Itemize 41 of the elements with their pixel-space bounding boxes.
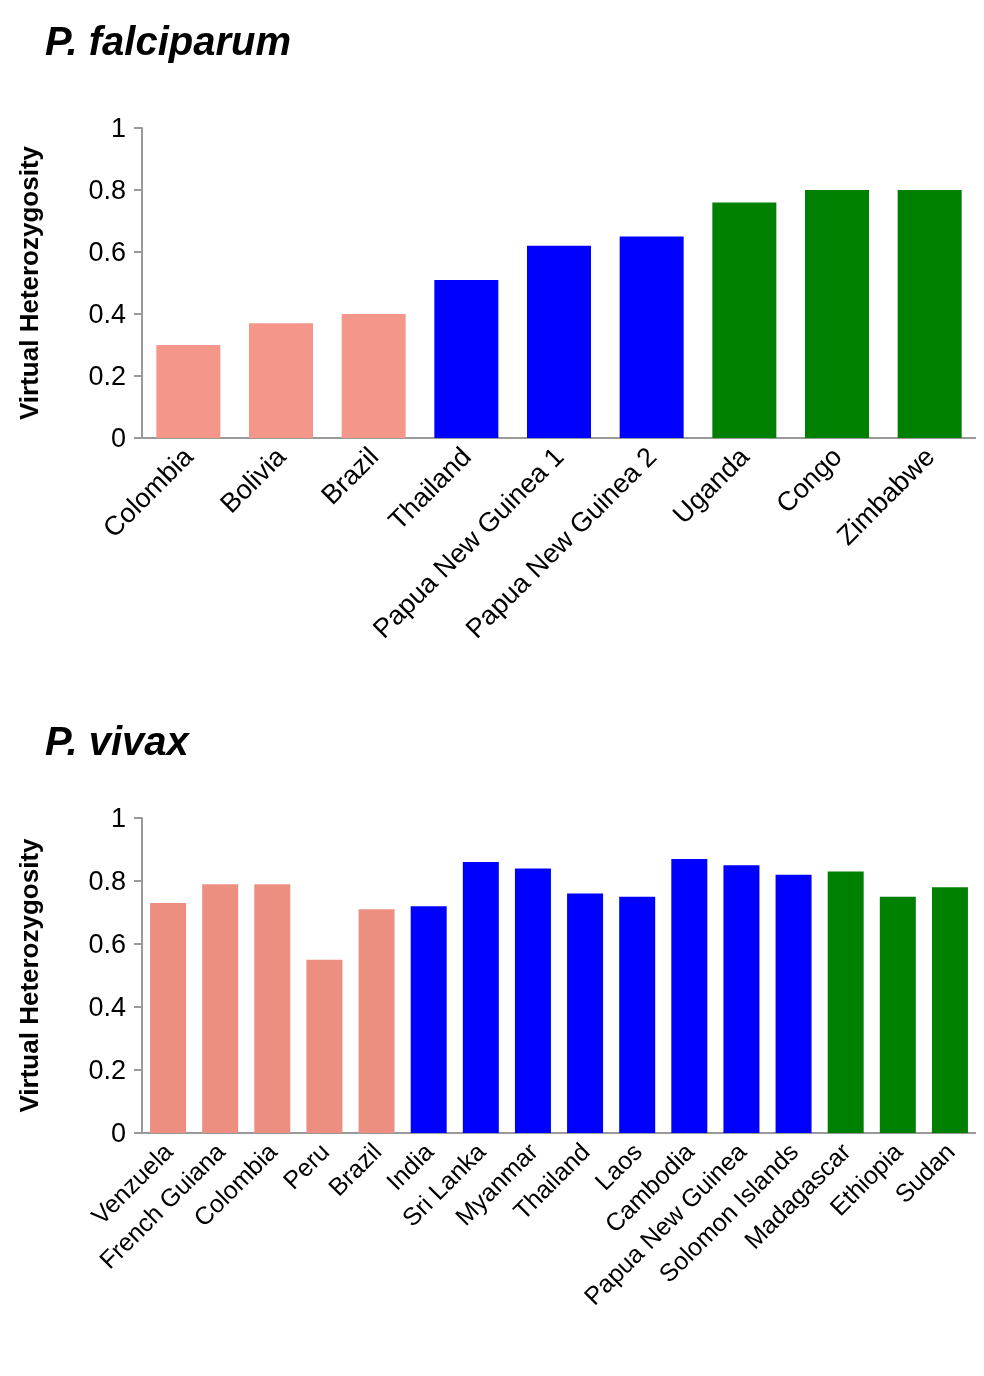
y-tick-label: 0.6 [88, 929, 126, 959]
bar [527, 245, 591, 438]
bar [879, 896, 916, 1133]
bar [619, 896, 656, 1133]
y-axis-title: Virtual Heterozygosity [14, 145, 44, 421]
bar [671, 858, 708, 1133]
bar [931, 887, 968, 1133]
y-axis-title: Virtual Heterozygosity [14, 837, 44, 1113]
bar [150, 903, 187, 1133]
bar [514, 868, 551, 1133]
y-tick-label: 0.4 [88, 992, 126, 1022]
bar [202, 884, 239, 1133]
bar [306, 959, 343, 1133]
y-tick-label: 0.8 [88, 866, 126, 896]
bar [358, 909, 395, 1133]
y-tick-label: 0.2 [88, 361, 126, 391]
bar [897, 190, 962, 438]
y-tick-label: 1 [110, 113, 126, 143]
chart-title: P. falciparum [45, 19, 292, 63]
bar [712, 202, 777, 438]
bar [156, 345, 221, 438]
bar [827, 871, 864, 1133]
bar [775, 874, 812, 1133]
bar [805, 190, 869, 438]
bar [254, 884, 291, 1133]
bar [723, 865, 760, 1133]
bar [249, 323, 313, 438]
bar [619, 236, 684, 438]
y-tick-label: 1 [110, 803, 126, 833]
bar [462, 862, 499, 1133]
bar [410, 906, 447, 1133]
bar [434, 279, 499, 438]
y-tick-label: 0.6 [88, 237, 126, 267]
chart-title: P. vivax [45, 719, 191, 763]
bar [341, 314, 406, 438]
y-tick-label: 0 [110, 423, 126, 453]
y-tick-label: 0.4 [88, 299, 126, 329]
y-tick-label: 0.2 [88, 1055, 126, 1085]
bar [567, 893, 604, 1133]
y-tick-label: 0.8 [88, 175, 126, 205]
y-tick-label: 0 [110, 1118, 126, 1148]
